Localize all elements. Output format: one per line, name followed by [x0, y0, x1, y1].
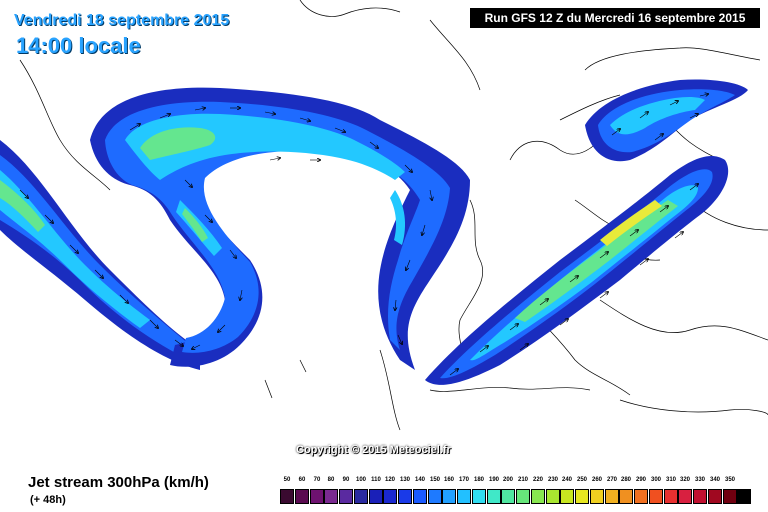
scale-swatch — [383, 489, 397, 504]
scale-label: 290 — [635, 477, 646, 483]
scale-label: 150 — [429, 477, 440, 483]
scale-label: 130 — [399, 477, 410, 483]
scale-swatch — [324, 489, 338, 504]
scale-swatch — [280, 489, 294, 504]
scale-label: 260 — [591, 477, 602, 483]
scale-swatch — [428, 489, 442, 504]
scale-swatch — [516, 489, 530, 504]
color-scale-bar — [280, 489, 756, 504]
scale-swatch — [472, 489, 486, 504]
color-scale: 50 60 70 80 90 100 110 120 130 140 150 160 170 180 190… — [280, 477, 756, 504]
scale-swatch — [457, 489, 471, 504]
scale-swatch — [590, 489, 604, 504]
date-title: Vendredi 18 septembre 2015 — [14, 12, 230, 29]
scale-label: 90 — [342, 477, 350, 483]
scale-label: 230 — [547, 477, 558, 483]
color-scale-labels: 50 60 70 80 90 100 110 120 130 140 150 160 170 180 190… — [280, 477, 756, 487]
jet-stream-map: Vendredi 18 septembre 2015 14:00 locale … — [0, 0, 768, 456]
scale-swatch — [575, 489, 589, 504]
scale-swatch — [723, 489, 737, 504]
wind-vectors — [19, 94, 708, 376]
scale-swatch — [487, 489, 501, 504]
scale-swatch — [664, 489, 678, 504]
scale-swatch — [339, 489, 353, 504]
scale-swatch — [737, 489, 751, 504]
scale-swatch — [369, 489, 383, 504]
scale-label: 350 — [724, 477, 735, 483]
scale-swatch — [560, 489, 574, 504]
scale-label: 340 — [709, 477, 720, 483]
scale-label: 120 — [384, 477, 395, 483]
scale-label: 50 — [283, 477, 291, 483]
scale-swatch — [649, 489, 663, 504]
local-time-title: 14:00 locale — [16, 33, 141, 58]
model-run-label: Run GFS 12 Z du Mercredi 16 septembre 20… — [470, 8, 760, 28]
map-canvas — [0, 0, 768, 431]
scale-label: 160 — [443, 477, 454, 483]
scale-label: 100 — [355, 477, 366, 483]
scale-swatch — [398, 489, 412, 504]
scale-swatch — [708, 489, 722, 504]
scale-swatch — [693, 489, 707, 504]
scale-swatch — [678, 489, 692, 504]
scale-label: 70 — [313, 477, 321, 483]
scale-swatch — [619, 489, 633, 504]
scale-label: 270 — [606, 477, 617, 483]
scale-swatch — [501, 489, 515, 504]
jet-band-europe — [425, 155, 729, 385]
scale-label: 250 — [576, 477, 587, 483]
scale-label: 190 — [488, 477, 499, 483]
scale-swatch — [310, 489, 324, 504]
scale-label: 210 — [517, 477, 528, 483]
forecast-offset: (+ 48h) — [30, 494, 66, 506]
scale-label: 320 — [679, 477, 690, 483]
scale-swatch — [442, 489, 456, 504]
scale-label: 220 — [532, 477, 543, 483]
scale-swatch — [605, 489, 619, 504]
scale-label: 60 — [298, 477, 306, 483]
scale-label: 200 — [502, 477, 513, 483]
scale-label: 240 — [561, 477, 572, 483]
scale-label: 300 — [650, 477, 661, 483]
scale-swatch — [295, 489, 309, 504]
legend-title: Jet stream 300hPa (km/h) — [28, 474, 209, 491]
jet-band-west — [0, 140, 200, 370]
scale-swatch — [354, 489, 368, 504]
scale-label: 80 — [327, 477, 335, 483]
scale-swatch — [634, 489, 648, 504]
scale-label: 180 — [473, 477, 484, 483]
scale-swatch — [546, 489, 560, 504]
jet-band-atlantic — [90, 87, 470, 370]
scale-label: 330 — [694, 477, 705, 483]
scale-label: 110 — [371, 477, 381, 483]
scale-label: 170 — [458, 477, 469, 483]
scale-label: 310 — [665, 477, 676, 483]
copyright-notice: Copyright © 2015 Meteociel.fr — [296, 444, 451, 456]
scale-label: 140 — [414, 477, 425, 483]
scale-swatch — [531, 489, 545, 504]
scale-swatch — [413, 489, 427, 504]
scale-label: 280 — [620, 477, 631, 483]
jet-band-north — [585, 79, 748, 162]
